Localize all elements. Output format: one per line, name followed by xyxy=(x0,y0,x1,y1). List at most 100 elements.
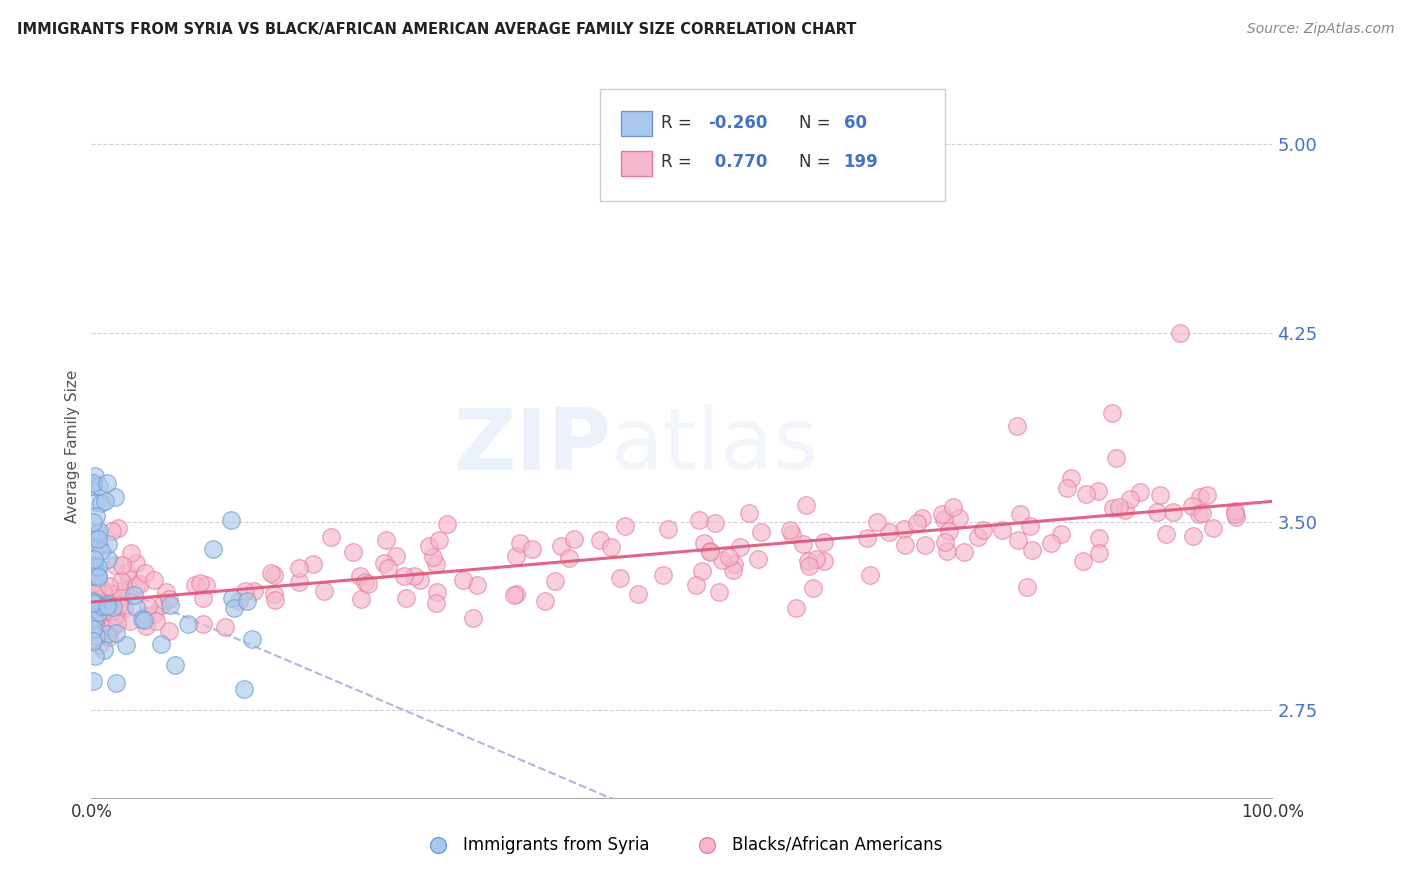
Point xyxy=(84,574,107,589)
Point xyxy=(688,513,710,527)
Point xyxy=(931,507,953,521)
Point xyxy=(90,496,112,510)
Point xyxy=(176,617,198,632)
Point xyxy=(1021,543,1043,558)
Point xyxy=(319,530,342,544)
Point xyxy=(402,568,425,582)
Point xyxy=(110,574,132,589)
Point xyxy=(301,558,323,572)
Point xyxy=(797,554,820,568)
Point xyxy=(157,624,180,638)
Point xyxy=(82,593,104,607)
Point xyxy=(287,560,309,574)
Point xyxy=(707,585,730,599)
Point xyxy=(544,574,567,588)
Point xyxy=(83,648,105,663)
Point xyxy=(1050,526,1073,541)
Point xyxy=(159,598,181,612)
Point xyxy=(163,657,186,672)
Point xyxy=(111,558,134,573)
Point xyxy=(797,558,820,573)
Point xyxy=(117,565,139,579)
Point xyxy=(425,596,447,610)
Point xyxy=(1104,450,1126,465)
Point xyxy=(533,593,555,607)
Text: R =: R = xyxy=(661,114,697,132)
Point xyxy=(1225,509,1247,524)
Point xyxy=(124,599,146,614)
Point xyxy=(375,533,398,547)
Point xyxy=(804,551,827,566)
Point xyxy=(1087,546,1109,560)
Point xyxy=(718,550,741,565)
Point xyxy=(86,601,108,615)
Point xyxy=(914,538,936,552)
Point xyxy=(96,599,118,613)
Point xyxy=(505,587,527,601)
Point xyxy=(934,534,956,549)
Point xyxy=(87,538,110,552)
Point xyxy=(191,591,214,605)
Point xyxy=(89,638,111,652)
Point xyxy=(350,592,373,607)
Point xyxy=(866,515,889,529)
Point xyxy=(82,516,104,530)
Point xyxy=(87,479,110,493)
Point xyxy=(505,549,527,563)
Point xyxy=(856,531,879,545)
Point xyxy=(1189,491,1212,505)
Point xyxy=(690,565,713,579)
Point xyxy=(84,592,107,607)
Point xyxy=(357,576,380,591)
Point xyxy=(86,533,108,547)
Point xyxy=(145,615,167,629)
Point xyxy=(89,524,111,538)
Point xyxy=(1202,521,1225,535)
Point xyxy=(87,568,110,582)
Text: N =: N = xyxy=(799,153,835,171)
Point xyxy=(87,578,110,592)
Point xyxy=(342,545,364,559)
Text: ZIP: ZIP xyxy=(453,404,612,488)
Point xyxy=(453,573,475,587)
Point xyxy=(1019,519,1042,533)
Point xyxy=(120,546,142,560)
Point xyxy=(627,587,650,601)
Point xyxy=(1146,506,1168,520)
Point xyxy=(1005,418,1028,433)
Point xyxy=(779,523,801,537)
Point xyxy=(461,611,484,625)
Point xyxy=(785,601,807,615)
Point xyxy=(991,524,1014,538)
Point xyxy=(613,519,636,533)
Point xyxy=(1114,503,1136,517)
Point xyxy=(1071,554,1094,568)
Point xyxy=(935,544,957,558)
Point xyxy=(150,598,173,612)
Point xyxy=(263,593,285,607)
Point xyxy=(84,597,107,611)
Point xyxy=(108,598,131,612)
Legend: Immigrants from Syria, Blacks/African Americans: Immigrants from Syria, Blacks/African Am… xyxy=(415,830,949,861)
Point xyxy=(911,510,934,524)
Point xyxy=(600,540,623,554)
Point xyxy=(86,611,108,625)
Point xyxy=(1060,471,1083,485)
Point xyxy=(84,629,107,643)
Point xyxy=(125,557,148,571)
Point xyxy=(97,579,120,593)
Point xyxy=(932,512,955,526)
Point xyxy=(704,516,727,531)
Point xyxy=(1223,503,1246,517)
Point xyxy=(86,526,108,541)
Point xyxy=(84,570,107,584)
Point xyxy=(728,540,751,554)
Point xyxy=(354,575,377,590)
Text: N =: N = xyxy=(799,114,835,132)
Point xyxy=(425,557,447,571)
Point xyxy=(124,588,146,602)
Point xyxy=(699,545,721,559)
Point xyxy=(150,637,173,651)
Point xyxy=(373,557,395,571)
Point xyxy=(508,536,530,550)
